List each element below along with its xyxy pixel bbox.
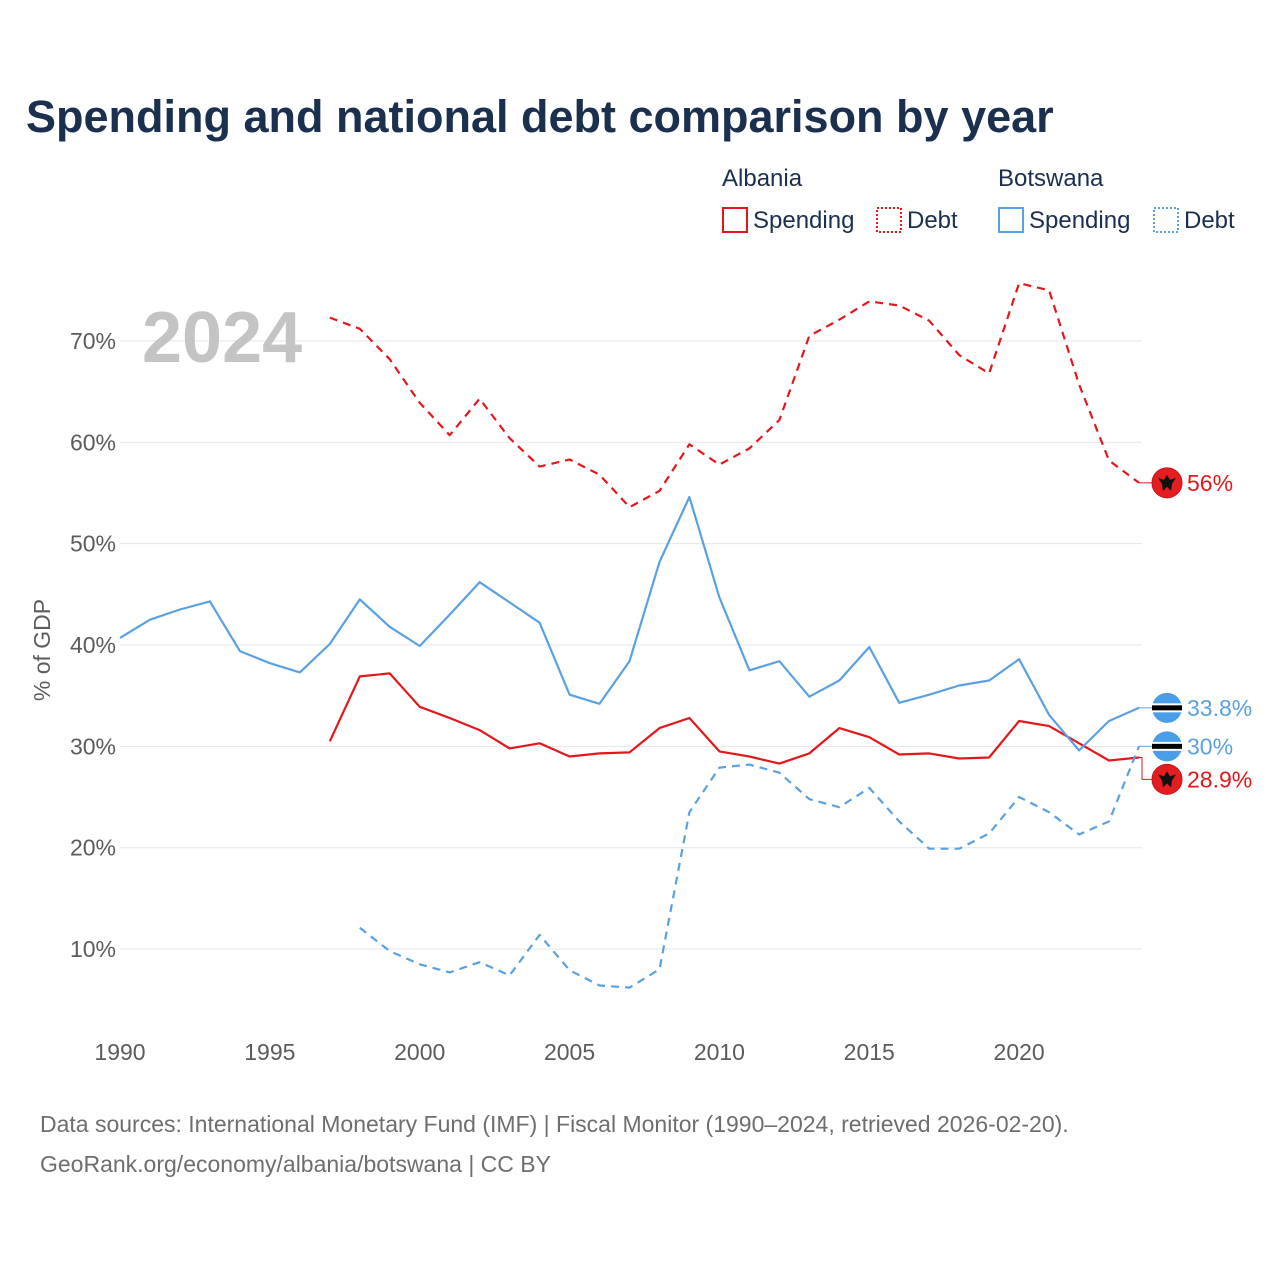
end-labels: 56% 33.8% 30% 28.9%: [1139, 467, 1252, 795]
series-line-albania-spending: [328, 672, 1140, 765]
chart-title: Spending and national debt comparison by…: [26, 91, 1054, 142]
y-axis-label: % of GDP: [29, 599, 55, 701]
end-label-botswana-spending: 33.8%: [1187, 695, 1252, 721]
end-label-botswana-debt: 30%: [1187, 733, 1233, 759]
legend-group-albania: Albania: [722, 165, 803, 192]
legend-label-botswana-spending: Spending: [1029, 207, 1130, 234]
x-axis-ticks: 1990 1995 2000 2005 2010 2015 2020: [94, 1039, 1044, 1065]
y-tick-label: 50%: [70, 531, 116, 557]
x-tick-label: 2010: [694, 1039, 745, 1065]
legend-label-albania-debt: Debt: [907, 207, 958, 234]
series-layer: [119, 282, 1141, 989]
x-tick-label: 2000: [394, 1039, 445, 1065]
x-tick-label: 1995: [244, 1039, 295, 1065]
legend-group-botswana: Botswana: [998, 165, 1104, 192]
legend-swatch-albania-spending: [722, 207, 748, 233]
x-tick-label: 2005: [544, 1039, 595, 1065]
botswana-flag-icon: [1152, 731, 1182, 762]
legend-swatch-botswana-debt: [1153, 207, 1179, 233]
x-tick-label: 2015: [844, 1039, 895, 1065]
legend-label-botswana-debt: Debt: [1184, 207, 1235, 234]
series-line-botswana-spending: [119, 495, 1140, 752]
year-watermark: 2024: [142, 298, 302, 378]
y-tick-label: 30%: [70, 733, 116, 759]
x-tick-label: 1990: [94, 1039, 145, 1065]
y-tick-label: 70%: [70, 328, 116, 354]
y-tick-label: 10%: [70, 936, 116, 962]
albania-flag-icon: [1151, 763, 1183, 795]
legend-swatch-botswana-spending: [998, 207, 1024, 233]
y-axis-ticks: 10% 20% 30% 40% 50% 60% 70%: [70, 328, 116, 962]
end-label-albania-spending: 28.9%: [1187, 766, 1252, 792]
legend: Albania Botswana Spending Debt Spending …: [722, 165, 1235, 234]
source-line-1: Data sources: International Monetary Fun…: [40, 1111, 1069, 1137]
botswana-flag-icon: [1152, 692, 1182, 723]
legend-label-albania-spending: Spending: [753, 207, 854, 234]
y-tick-label: 20%: [70, 835, 116, 861]
series-line-albania-debt: [329, 282, 1140, 509]
legend-swatch-albania-debt: [876, 207, 902, 233]
end-label-albania-debt: 56%: [1187, 470, 1233, 496]
end-connector-albania-spending: [1139, 757, 1155, 780]
albania-flag-icon: [1151, 467, 1183, 499]
gridlines: [120, 340, 1142, 950]
x-tick-label: 2020: [994, 1039, 1045, 1065]
y-tick-label: 60%: [70, 429, 116, 455]
source-line-2: GeoRank.org/economy/albania/botswana | C…: [40, 1151, 551, 1177]
y-tick-label: 40%: [70, 632, 116, 658]
series-line-botswana-debt: [359, 745, 1141, 989]
